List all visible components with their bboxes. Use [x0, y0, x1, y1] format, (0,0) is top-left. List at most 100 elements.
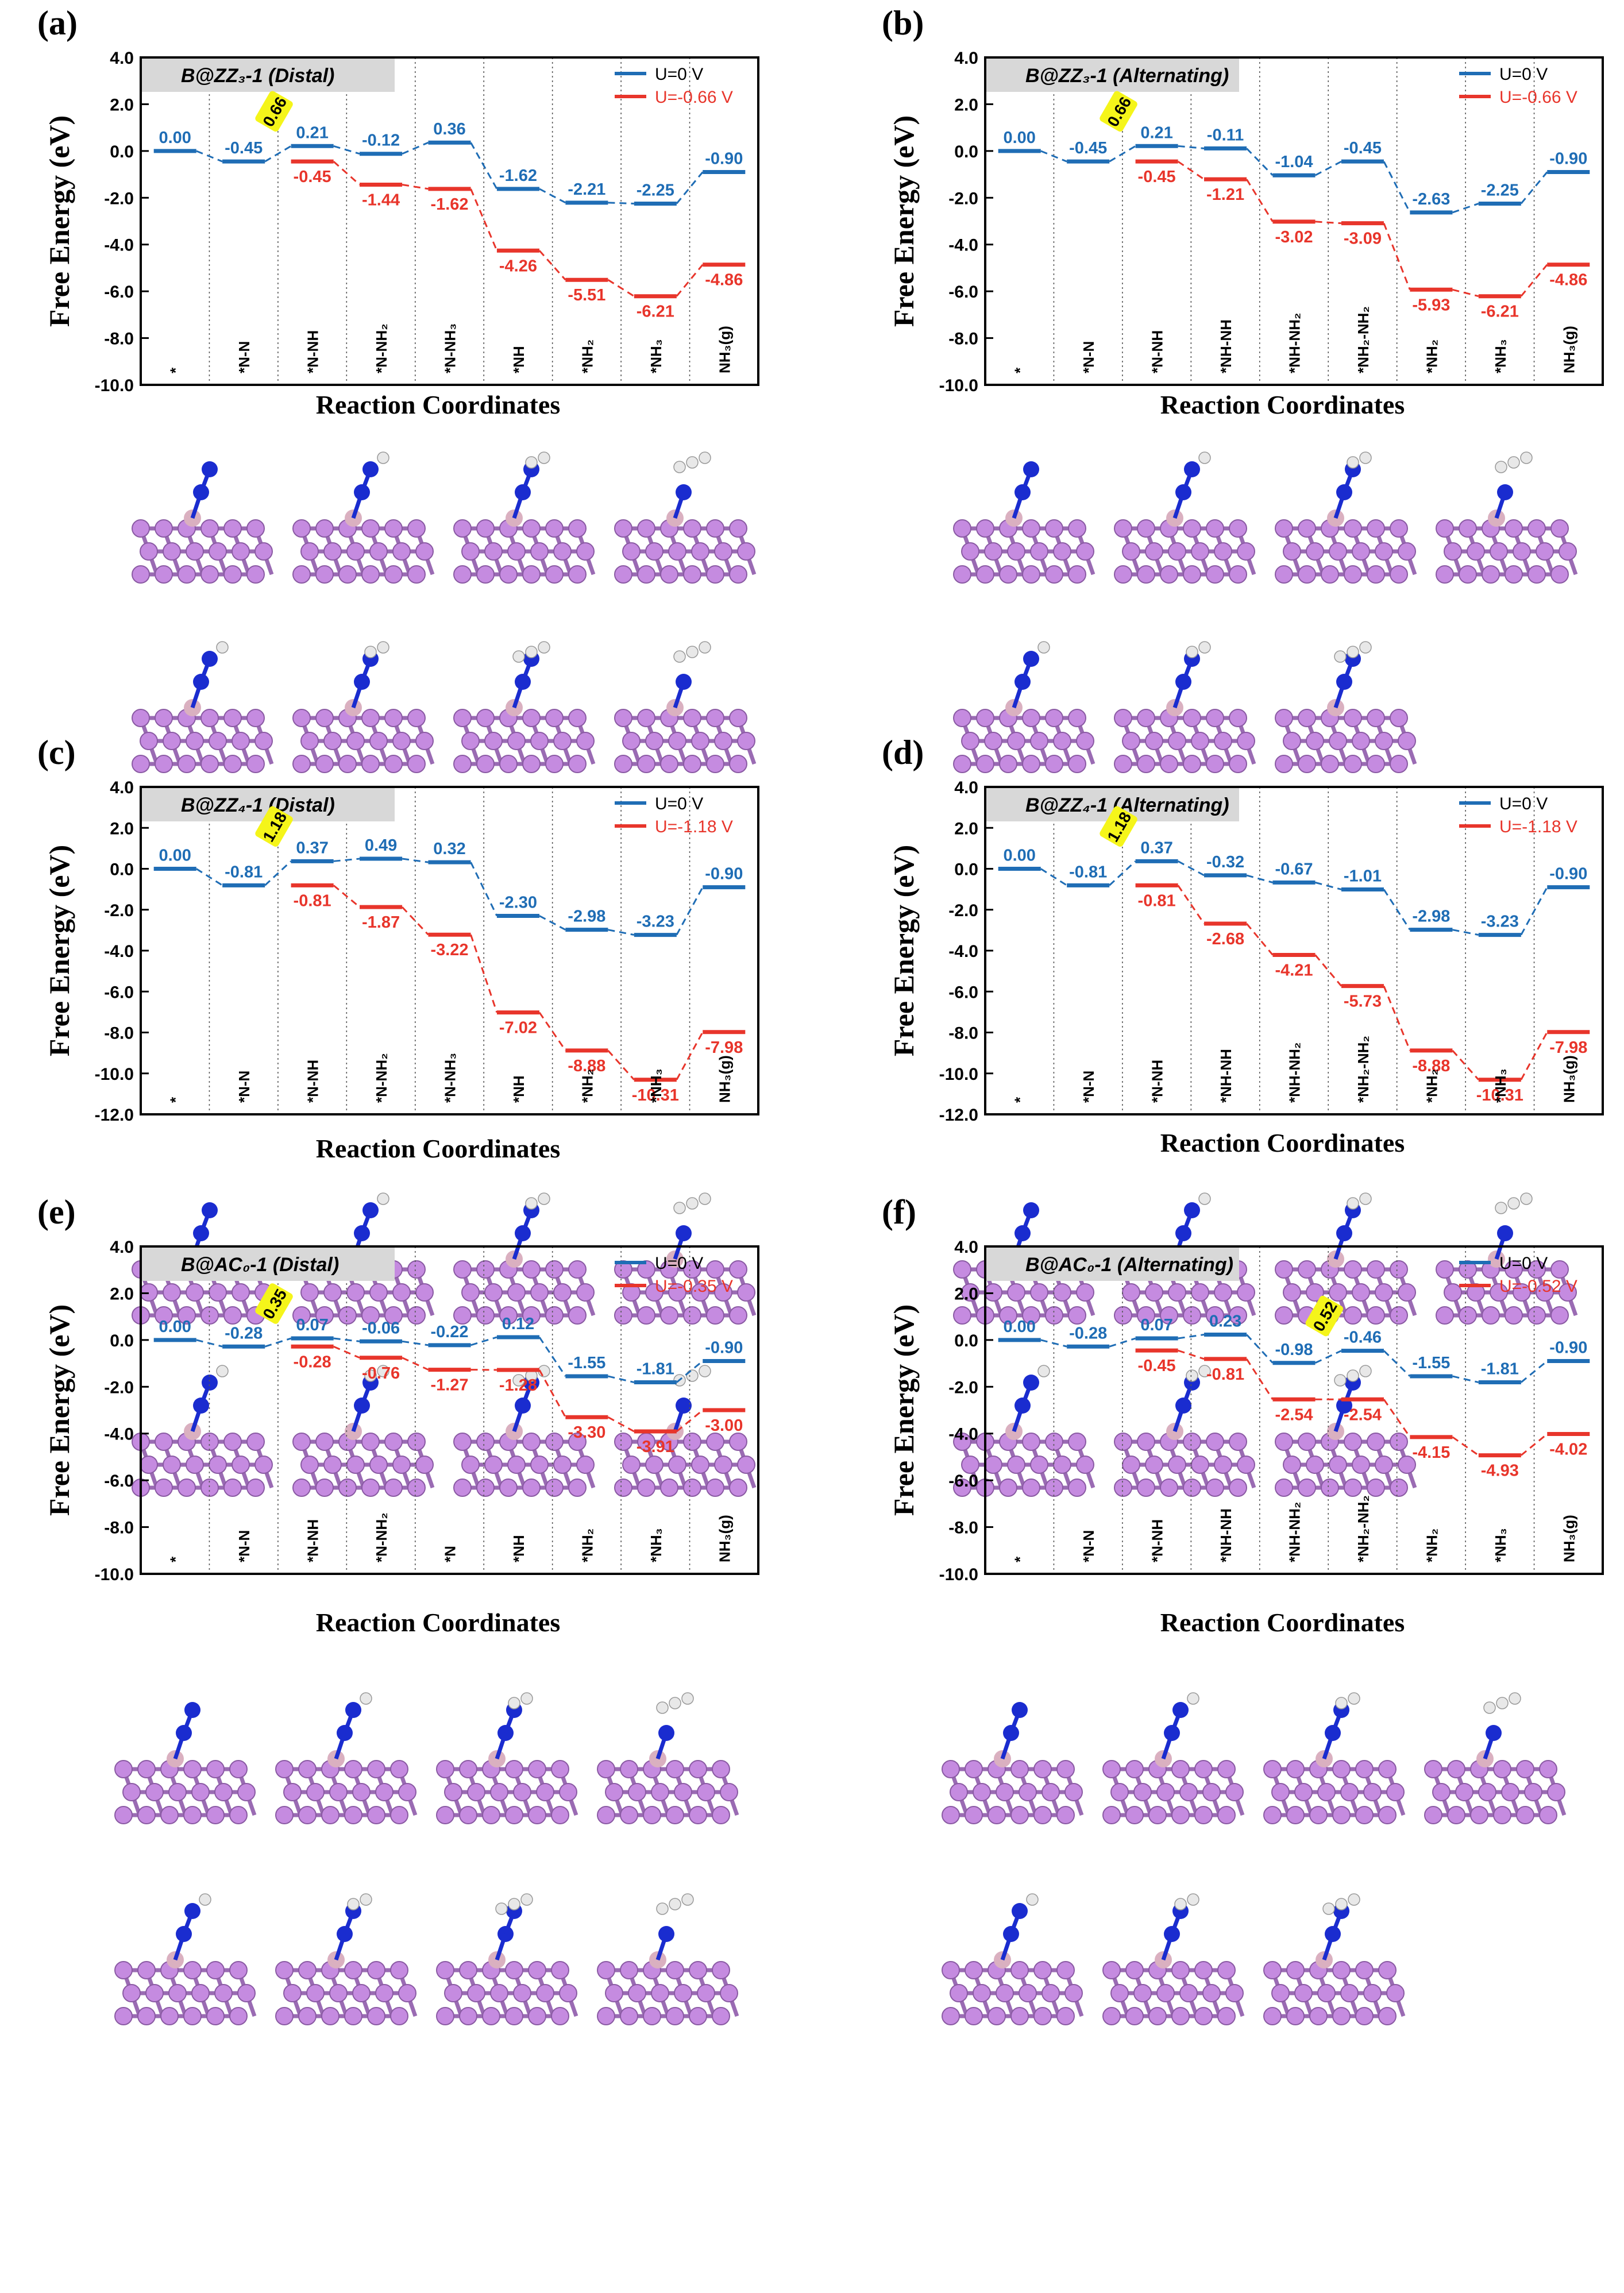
phosphorus-atom: [1470, 1806, 1488, 1824]
molecular-structure-image: [453, 451, 596, 584]
phosphorus-atom: [1229, 755, 1247, 773]
upot-value-label: -3.02: [1275, 228, 1313, 246]
u0-value-label: 0.00: [1003, 1318, 1035, 1336]
phosphorus-atom: [1513, 542, 1531, 561]
axis-frame: [140, 786, 759, 1115]
phosphorus-atom: [384, 1433, 403, 1451]
phosphorus-atom: [1183, 709, 1201, 727]
y-tick-label: 0.0: [954, 142, 978, 161]
phosphorus-atom: [1398, 542, 1416, 561]
pdl-highlight: [1305, 1295, 1344, 1337]
hydrogen-atom: [538, 641, 550, 654]
phosphorus-atom: [1160, 1306, 1178, 1325]
phosphorus-atom: [315, 1479, 334, 1497]
u0-connector: [539, 915, 566, 931]
y-tick-label: 4.0: [110, 1238, 134, 1257]
phosphorus-atom: [206, 1806, 225, 1824]
phosphorus-atom: [315, 755, 334, 773]
y-tick-label: 4.0: [110, 778, 134, 797]
u0-value-label: -2.63: [1412, 190, 1450, 209]
phosphorus-atom: [1309, 1806, 1328, 1824]
x-axis-label: Reaction Coordinates: [1160, 1128, 1405, 1157]
axis-frame: [984, 56, 1604, 386]
u0-connector: [470, 1336, 497, 1346]
phosphorus-atom: [1340, 1783, 1359, 1801]
hydrogen-atom: [512, 650, 525, 663]
phosphorus-atom: [315, 565, 334, 584]
phosphorus-atom: [1390, 1433, 1408, 1451]
legend-upot-label: U=-0.35 V: [655, 1277, 733, 1296]
phosphorus-atom: [132, 565, 150, 584]
y-tick-label: -6.0: [104, 983, 134, 1002]
phosphorus-atom: [1030, 1283, 1048, 1302]
phosphorus-atom: [1505, 519, 1523, 538]
phosphorus-atom: [1329, 1283, 1347, 1302]
phosphorus-atom: [1168, 542, 1186, 561]
y-tick-label: -4.0: [948, 236, 978, 255]
phosphorus-atom: [392, 1283, 411, 1302]
phosphorus-atom: [467, 1984, 485, 2002]
molecular-structure-image: [942, 1702, 1084, 1824]
phosphorus-atom: [559, 1783, 577, 1801]
phosphorus-atom: [973, 1984, 991, 2002]
phosphorus-atom: [163, 732, 181, 750]
x-tick-label: NH₃(g): [716, 1515, 733, 1562]
x-tick-label: *: [167, 367, 184, 373]
phosphorus-atom: [352, 1984, 371, 2002]
phosphorus-atom: [530, 1283, 549, 1302]
u0-connector: [1452, 203, 1479, 214]
phosphorus-atom: [1493, 1760, 1511, 1778]
x-tick-label: *N-N: [1080, 341, 1097, 373]
phosphorus-atom: [1068, 1433, 1086, 1451]
phosphorus-atom: [1179, 1783, 1198, 1801]
phosphorus-atom: [155, 1433, 173, 1451]
phosphorus-atom: [476, 709, 495, 727]
y-tick-label: -2.0: [104, 1378, 134, 1397]
axis-frame: [140, 56, 759, 386]
phosphorus-atom: [1191, 1283, 1209, 1302]
phosphorus-atom: [1539, 1760, 1557, 1778]
x-tick-label: *N-NH: [304, 330, 322, 373]
phosphorus-atom: [1398, 1456, 1416, 1474]
hydrogen-atom: [364, 646, 377, 658]
u0-connector: [1452, 929, 1479, 936]
phosphorus-atom: [628, 1984, 646, 2002]
phosphorus-atom: [1286, 1961, 1305, 1979]
phosphorus-atom: [1352, 542, 1370, 561]
phosphorus-atom: [178, 1479, 196, 1497]
phosphorus-atom: [714, 542, 732, 561]
nitrogen-atom: [345, 1702, 361, 1718]
phosphorus-atom: [668, 1283, 686, 1302]
phosphorus-atom: [1229, 1433, 1247, 1451]
upot-value-label: -2.54: [1344, 1406, 1382, 1424]
phosphorus-atom: [522, 755, 541, 773]
phosphorus-atom: [1367, 1306, 1385, 1325]
phosphorus-atom: [1524, 1783, 1542, 1801]
hydrogen-atom: [520, 1893, 533, 1906]
hydrogen-atom: [1037, 641, 1050, 654]
u0-connector: [676, 171, 704, 204]
y-tick-label: -2.0: [104, 901, 134, 920]
u0-value-label: 0.12: [502, 1315, 534, 1333]
phosphorus-atom: [1321, 755, 1339, 773]
phosphorus-atom: [384, 1306, 403, 1325]
phosphorus-atom: [1317, 1783, 1336, 1801]
u0-value-label: -1.55: [1412, 1354, 1450, 1372]
phosphorus-atom: [1030, 542, 1048, 561]
x-tick-label: *N-N: [236, 341, 253, 373]
phosphorus-atom: [145, 1984, 164, 2002]
molecular-structure-image: [275, 1893, 418, 2025]
phosphorus-atom: [1436, 519, 1454, 538]
upot-value-label: -0.45: [294, 168, 331, 186]
hydrogen-atom: [1322, 1902, 1335, 1915]
legend-u0-label: U=0 V: [655, 65, 703, 84]
title-box: [142, 59, 395, 92]
phosphorus-atom: [114, 2007, 133, 2025]
nitrogen-atom: [1486, 1725, 1502, 1741]
phosphorus-atom: [168, 1984, 187, 2002]
title-box: [986, 59, 1239, 92]
hydrogen-atom: [525, 456, 538, 469]
phosphorus-atom: [140, 1456, 158, 1474]
panel-letter: (c): [37, 734, 76, 771]
phosphorus-atom: [666, 1760, 684, 1778]
